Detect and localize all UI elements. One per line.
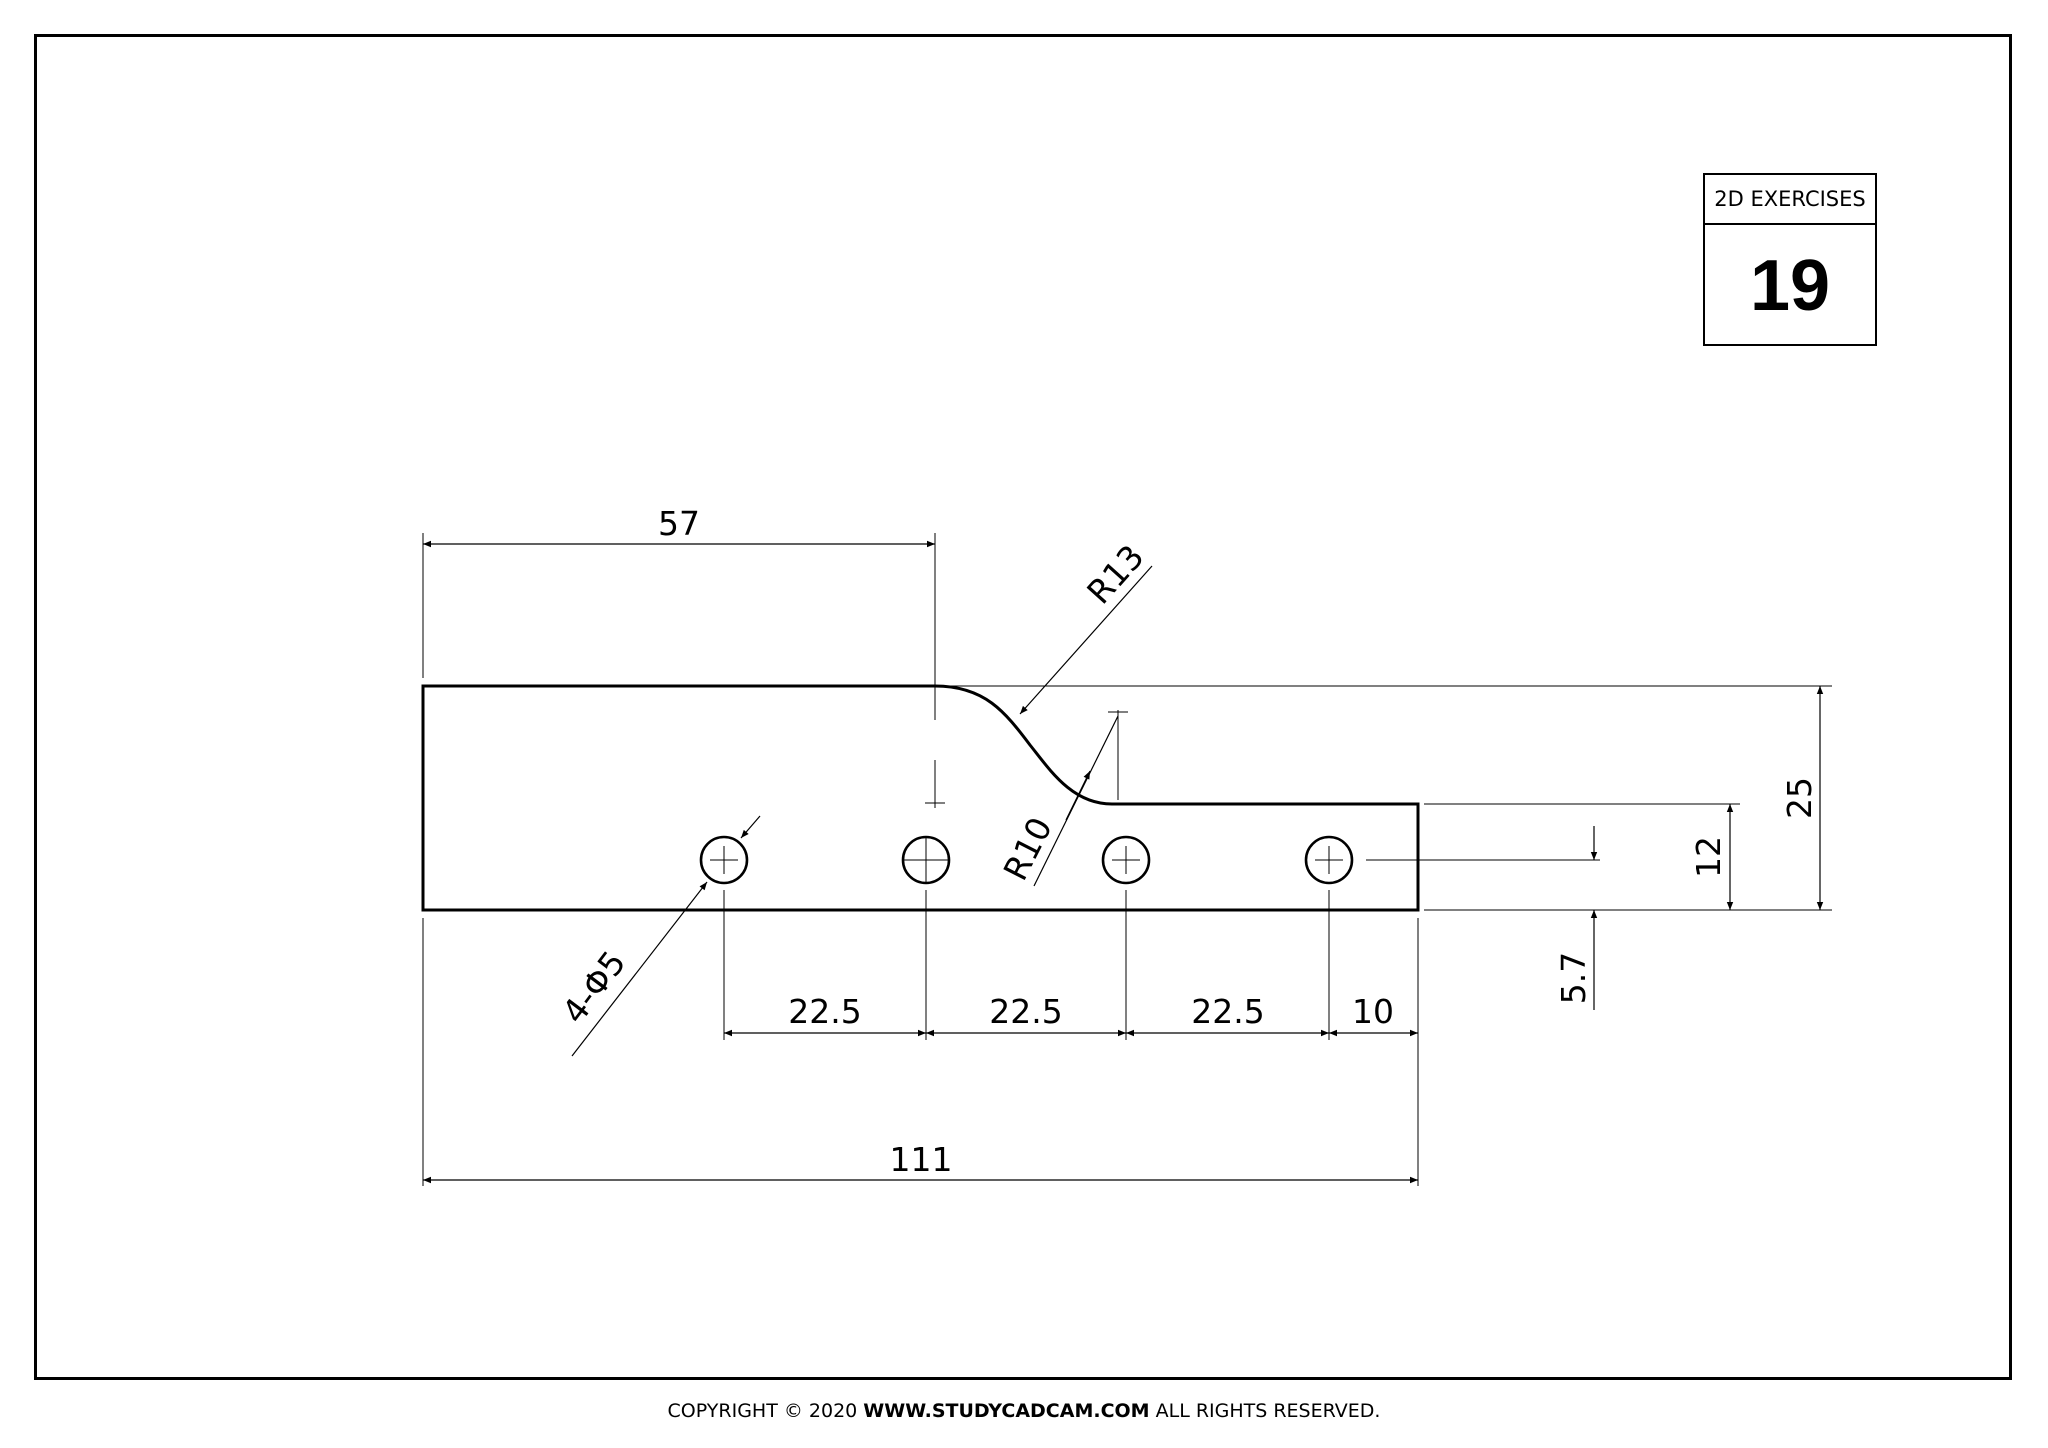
dim-pitch-1-text: 22.5 xyxy=(788,992,861,1031)
dim-111-text: 111 xyxy=(890,1140,953,1179)
exercise-category-label: 2D EXERCISES xyxy=(1705,175,1875,225)
exercise-number: 19 xyxy=(1749,245,1831,326)
leader-r10-arrow xyxy=(1065,770,1091,821)
dim-r10-text: R10 xyxy=(996,811,1060,887)
dim-pitch-3-text: 22.5 xyxy=(1191,992,1264,1031)
leader-r13 xyxy=(1019,565,1153,715)
leader-r10 xyxy=(1033,715,1119,887)
copyright-footer: COPYRIGHT © 2020 WWW.STUDYCADCAM.COM ALL… xyxy=(0,1400,2048,1422)
dim-12-text: 12 xyxy=(1689,836,1728,878)
part-outline xyxy=(421,684,1420,912)
copyright-prefix: COPYRIGHT © 2020 xyxy=(667,1400,864,1422)
title-block: 2D EXERCISES 19 xyxy=(1703,173,1877,346)
leader-hole-dia xyxy=(571,881,708,1057)
dim-pitch-2-text: 22.5 xyxy=(989,992,1062,1031)
hole-4 xyxy=(1304,835,1354,885)
hole-1 xyxy=(699,835,749,885)
dim-5-7-text: 5.7 xyxy=(1554,952,1593,1004)
website-link[interactable]: WWW.STUDYCADCAM.COM xyxy=(863,1400,1150,1422)
dimension-lines xyxy=(423,540,1824,1184)
dim-r13-text: R13 xyxy=(1079,537,1151,611)
drawing-border xyxy=(34,34,2012,1380)
hole-2 xyxy=(901,835,951,885)
extension-lines xyxy=(422,533,1832,1186)
dim-holes-text: 4-Φ5 xyxy=(554,943,633,1030)
dim-57-text: 57 xyxy=(658,504,700,543)
copyright-suffix: ALL RIGHTS RESERVED. xyxy=(1149,1400,1381,1422)
dim-25-text: 25 xyxy=(1780,777,1819,819)
dim-10-text: 10 xyxy=(1352,992,1394,1031)
leader-hole-dia-outer xyxy=(740,815,761,839)
hole-3 xyxy=(1101,835,1151,885)
